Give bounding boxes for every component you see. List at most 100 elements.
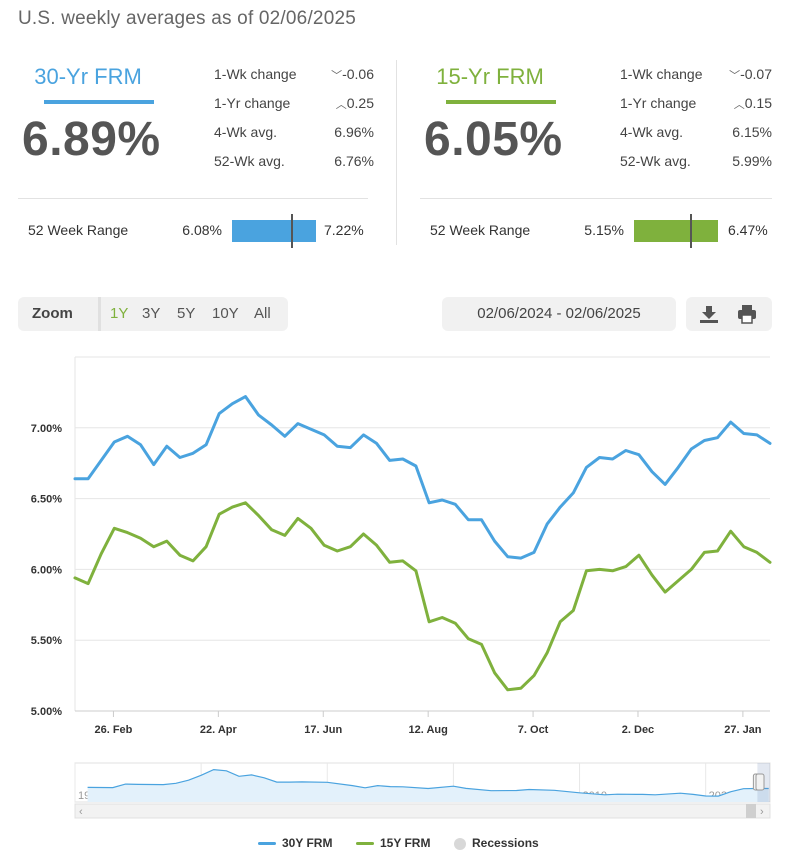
rate-underline-30yr: [44, 100, 154, 104]
zoom-divider: [98, 297, 101, 331]
y-tick-label: 5.00%: [31, 706, 62, 718]
zoom-5y-button[interactable]: 5Y: [177, 305, 196, 322]
x-tick-label: 26. Feb: [94, 724, 132, 736]
navigator-scrollbar: [74, 803, 771, 819]
stat-row: 1-Yr change ︿0.25: [214, 95, 374, 124]
stat-value: 6.15%: [732, 124, 772, 140]
stat-value: ﹀-0.06: [330, 66, 374, 83]
stat-label: 1-Yr change: [620, 95, 697, 111]
legend-label: 15Y FRM: [380, 836, 431, 850]
stat-label: 52-Wk avg.: [214, 153, 285, 169]
stats-30yr: 1-Wk change ﹀-0.06 1-Yr change ︿0.25 4-W…: [214, 66, 374, 182]
navigator-scroll-thumb: [746, 804, 756, 818]
y-tick-label: 7.00%: [31, 423, 62, 435]
rate-value-15yr: 6.05%: [424, 113, 563, 166]
stat-label: 1-Wk change: [214, 66, 297, 82]
series-line-15y: [73, 501, 772, 692]
download-icon[interactable]: [698, 304, 720, 324]
stat-label: 1-Wk change: [620, 66, 703, 82]
stat-row: 1-Wk change ﹀-0.07: [620, 66, 772, 95]
x-axis: 26. Feb 22. Apr 17. Jun 12. Aug 7. Oct 2. Dec…: [94, 711, 762, 736]
stat-value: ︿0.15: [733, 95, 772, 112]
chart-tools: [686, 297, 772, 331]
navigator-area: [87, 769, 769, 802]
legend-label: 30Y FRM: [282, 836, 333, 850]
stat-row: 4-Wk avg. 6.15%: [620, 124, 772, 153]
chart-legend: 30Y FRM 15Y FRM Recessions: [0, 836, 800, 854]
stat-value: 5.99%: [732, 153, 772, 169]
legend-label: Recessions: [472, 836, 539, 850]
legend-swatch-recessions: [454, 837, 466, 850]
stat-value: 6.76%: [334, 153, 374, 169]
stat-row: 4-Wk avg. 6.96%: [214, 124, 374, 153]
y-tick-label: 6.50%: [31, 494, 62, 506]
range-bar-30yr: [232, 214, 316, 248]
rate-card-15yr: 15-Yr FRM 6.05% 1-Wk change ﹀-0.07 1-Yr …: [420, 60, 780, 250]
stat-label: 1-Yr change: [214, 95, 291, 111]
chevron-down-icon: ﹀: [331, 70, 343, 82]
rate-value-30yr: 6.89%: [22, 113, 161, 166]
y-tick-label: 6.00%: [31, 564, 62, 576]
stat-label: 52-Wk avg.: [620, 153, 691, 169]
legend-item-30y[interactable]: 30Y FRM: [258, 836, 332, 850]
page-heading: U.S. weekly averages as of 02/06/2025: [18, 8, 356, 29]
range-label: 52 Week Range: [430, 222, 531, 238]
zoom-all-button[interactable]: All: [254, 305, 271, 322]
scroll-right-arrow-icon: ›: [760, 806, 764, 818]
chevron-down-icon: ﹀: [729, 70, 741, 82]
range-max: 6.47%: [728, 222, 768, 238]
date-range-input[interactable]: 02/06/2024 - 02/06/2025: [442, 297, 676, 331]
zoom-control: Zoom 1Y 3Y 5Y 10Y All: [18, 297, 288, 331]
series-line-30y: [73, 395, 772, 560]
stat-value-text: -0.06: [342, 66, 374, 82]
stat-value-text: -0.07: [740, 66, 772, 82]
stat-label: 4-Wk avg.: [620, 124, 684, 140]
chart-grid: [74, 356, 770, 712]
range-current-marker: [290, 214, 293, 248]
stat-value: ﹀-0.07: [728, 66, 772, 83]
range-row-30yr: 52 Week Range 6.08% 7.22%: [18, 214, 368, 248]
range-max: 7.22%: [324, 222, 364, 238]
range-current-marker: [690, 214, 693, 248]
zoom-10y-button[interactable]: 10Y: [212, 305, 239, 322]
stat-value: 6.96%: [334, 124, 374, 140]
x-tick-label: 2. Dec: [622, 724, 654, 736]
chevron-up-icon: ︿: [733, 99, 745, 111]
legend-item-recessions[interactable]: Recessions: [454, 836, 539, 850]
x-tick-label: 27. Jan: [724, 724, 762, 736]
zoom-1y-button[interactable]: 1Y: [110, 305, 129, 322]
range-navigator[interactable]: 197019801990200020102020‹›: [0, 760, 800, 822]
navigator-handle-right: [755, 773, 765, 791]
rate-underline-15yr: [446, 100, 556, 104]
chevron-up-icon: ︿: [335, 99, 347, 111]
stat-row: 52-Wk avg. 5.99%: [620, 153, 772, 182]
y-tick-label: 5.50%: [31, 635, 62, 647]
legend-swatch-15y: [356, 842, 374, 846]
legend-item-15y[interactable]: 15Y FRM: [356, 836, 430, 850]
stat-label: 4-Wk avg.: [214, 124, 278, 140]
range-min: 6.08%: [182, 222, 222, 238]
stat-row: 1-Wk change ﹀-0.06: [214, 66, 374, 95]
stat-value-text: 0.25: [346, 95, 374, 111]
stat-row: 1-Yr change ︿0.15: [620, 95, 772, 124]
main-line-chart[interactable]: 5.00% 5.50% 6.00% 6.50% 7.00% 26. Feb 22. Apr…: [0, 345, 800, 745]
stats-15yr: 1-Wk change ﹀-0.07 1-Yr change ︿0.15 4-W…: [620, 66, 772, 182]
card-divider: [396, 60, 397, 245]
range-divider: [18, 198, 368, 199]
plot-area: [75, 357, 770, 711]
rate-card-30yr: 30-Yr FRM 6.89% 1-Wk change ﹀-0.06 1-Yr …: [18, 60, 374, 250]
scroll-left-arrow-icon: ‹: [79, 806, 83, 818]
y-axis: 5.00% 5.50% 6.00% 6.50% 7.00%: [31, 423, 62, 718]
x-tick-label: 7. Oct: [518, 724, 549, 736]
zoom-3y-button[interactable]: 3Y: [142, 305, 161, 322]
range-min: 5.15%: [584, 222, 624, 238]
rate-name-30yr: 30-Yr FRM: [34, 64, 142, 89]
stat-value-text: 0.15: [744, 95, 772, 111]
range-divider: [420, 198, 772, 199]
print-icon[interactable]: [736, 304, 758, 324]
range-label: 52 Week Range: [28, 222, 129, 238]
navigator-line: [87, 768, 769, 797]
chart-series: [73, 395, 772, 692]
x-tick-label: 12. Aug: [409, 724, 448, 736]
legend-swatch-30y: [258, 842, 276, 846]
